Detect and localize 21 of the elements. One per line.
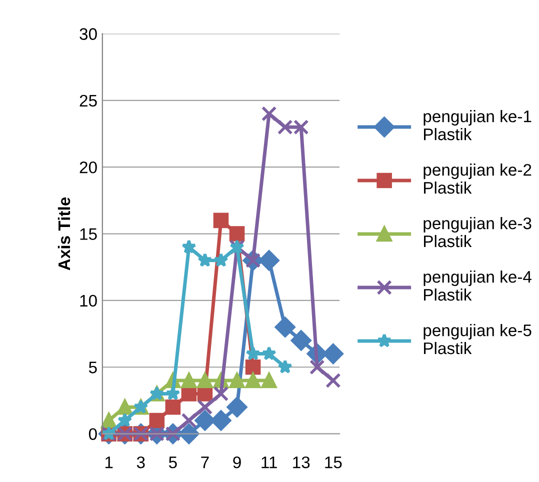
x-tick-label: 11 <box>262 456 277 468</box>
y-tick-label: 25 <box>80 94 97 107</box>
y-tick-label: 10 <box>80 294 97 307</box>
legend-label: pengujian ke-1 Plastik <box>424 110 532 140</box>
x-tick-label: 9 <box>233 456 241 468</box>
y-axis-title: Axis Title <box>58 197 70 270</box>
x-tick-label: 1 <box>105 456 113 468</box>
x-tick-label: 3 <box>136 456 145 468</box>
legend-label: pengujian ke-4 Plastik <box>424 270 532 301</box>
y-tick-label: 15 <box>80 228 97 240</box>
x-tick-label: 15 <box>325 456 342 468</box>
x-tick-label: 5 <box>168 456 177 468</box>
y-tick-label: 30 <box>80 28 97 40</box>
x-tick-label: 7 <box>201 456 209 468</box>
y-tick-label: 20 <box>80 161 97 174</box>
y-tick-label: 5 <box>88 362 97 374</box>
legend-label: pengujian ke-5 Plastik <box>424 324 532 354</box>
y-tick-label: 0 <box>88 428 97 440</box>
x-tick-label: 13 <box>293 456 310 468</box>
legend-label: pengujian ke-3 Plastik <box>424 217 532 248</box>
legend-label: pengujian ke-2 Plastik <box>424 164 532 194</box>
